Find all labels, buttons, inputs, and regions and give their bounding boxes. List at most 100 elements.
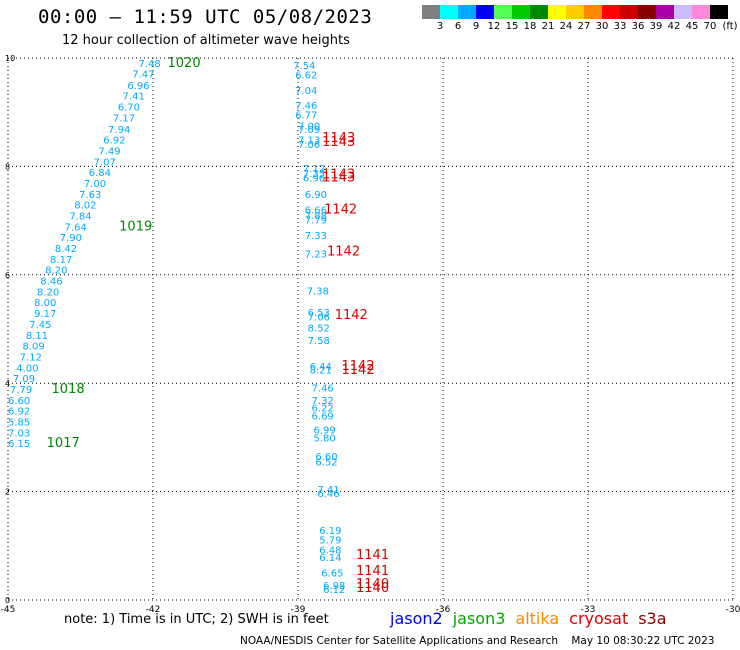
- legend-tick-label: 39: [649, 21, 663, 32]
- legend-swatch: [566, 5, 584, 19]
- wave-height-label: 7.00: [84, 179, 106, 190]
- time-label: 1142: [327, 244, 360, 259]
- legend-tick-label: 42: [667, 21, 681, 32]
- wave-height-label: 8.02: [74, 201, 96, 212]
- legend-swatch: [512, 5, 530, 19]
- y-tick-label: 2: [5, 488, 10, 497]
- footer-timestamp: May 10 08:30:22 UTC 2023: [571, 635, 715, 647]
- mission-label: s3a: [638, 609, 667, 628]
- time-label: 1142: [342, 359, 375, 374]
- wave-height-label: 6.46: [317, 489, 339, 500]
- legend-tick-label: 15: [505, 21, 519, 32]
- time-label: 1017: [47, 436, 80, 451]
- mission-label: altika: [515, 609, 560, 628]
- wave-height-label: 7.48: [139, 59, 161, 70]
- legend-tick-label: 36: [631, 21, 645, 32]
- wave-height-label: 6.62: [295, 71, 317, 82]
- wave-height-label: 6.90: [305, 190, 327, 201]
- color-scale-ticks: 3 6 9 12 15 18 21 24 27 30 33 36 39 42 45 70 (ft): [422, 21, 740, 33]
- legend-tick-label: 24: [559, 21, 573, 32]
- wave-height-label: 7.41: [317, 485, 339, 496]
- wave-height-label: 7.94: [108, 125, 130, 136]
- wave-height-label: 7.07: [94, 157, 116, 168]
- wave-height-label: 7.23: [305, 249, 327, 260]
- wave-height-label: 7.12: [303, 164, 325, 175]
- legend-tick-label: 70: [703, 21, 717, 32]
- wave-height-label: 8.11: [26, 331, 48, 342]
- legend-swatch: [638, 5, 656, 19]
- wave-height-label: 7.49: [98, 146, 120, 157]
- wave-height-label: 8.21: [310, 365, 332, 376]
- legend-swatch: [494, 5, 512, 19]
- x-tick-label: -33: [581, 605, 596, 615]
- wave-height-label: 7.03: [8, 428, 30, 439]
- wave-height-label: 8.09: [23, 342, 45, 353]
- wave-height-label: 7.79: [10, 385, 32, 396]
- wave-height-label: 7.46: [295, 101, 317, 112]
- time-label: 1019: [119, 219, 152, 234]
- y-tick-label: 6: [5, 271, 10, 280]
- time-label: 1143: [322, 171, 355, 186]
- time-label: 1142: [324, 203, 357, 218]
- wave-height-label: 6.60: [315, 452, 337, 463]
- legend-tick-label: 27: [577, 21, 591, 32]
- wave-height-label: 4.00: [16, 363, 38, 374]
- wave-height-label: 7.12: [20, 352, 42, 363]
- wave-height-label: 8.46: [40, 277, 62, 288]
- x-tick-label: -42: [146, 605, 161, 615]
- y-tick-label: 10: [5, 54, 15, 63]
- wave-height-label: 7.58: [308, 336, 330, 347]
- time-label: 1140: [356, 581, 389, 596]
- wave-height-label: 6.69: [312, 412, 334, 423]
- wave-height-label: 6.48: [319, 545, 341, 556]
- legend-tick-label: 33: [613, 21, 627, 32]
- wave-height-label: 6.19: [319, 526, 341, 537]
- legend-swatch: [548, 5, 566, 19]
- legend-swatch: [692, 5, 710, 19]
- wave-height-label: 6.70: [118, 103, 140, 114]
- wave-height-label: 6.96: [127, 81, 149, 92]
- wave-height-label: 6.22: [312, 403, 334, 414]
- wave-height-label: 8.42: [55, 244, 77, 255]
- wave-height-label: 7.45: [29, 320, 51, 331]
- time-label: 1141: [356, 548, 389, 563]
- legend-tick-label: 12: [487, 21, 501, 32]
- wave-height-label: 6.66: [305, 206, 327, 217]
- legend-swatch: [656, 5, 674, 19]
- wave-height-label: 6.77: [295, 111, 317, 122]
- legend-tick-label: (ft): [722, 21, 738, 32]
- legend-swatch: [710, 5, 728, 19]
- legend-tick-label: 45: [685, 21, 699, 32]
- legend-swatch: [530, 5, 548, 19]
- legend-tick-label: 30: [595, 21, 609, 32]
- time-label: 1143: [322, 131, 355, 146]
- wave-height-label: 7.88: [305, 211, 327, 222]
- mission-label: jason2: [390, 609, 443, 628]
- legend-swatch: [674, 5, 692, 19]
- wave-height-label: 8.20: [45, 266, 67, 277]
- x-tick-label: -36: [436, 605, 451, 615]
- y-tick-label: 8: [5, 162, 10, 171]
- wave-height-label: 7.00: [298, 122, 320, 133]
- footer: NOAA/NESDIS Center for Satellite Applica…: [240, 635, 714, 647]
- wave-height-label: 6.99: [313, 426, 335, 437]
- x-tick-label: -39: [291, 605, 306, 615]
- color-scale-legend: [422, 5, 728, 19]
- wave-height-label: 7.06: [308, 312, 330, 323]
- wave-height-label: 6.65: [321, 569, 343, 580]
- wave-height-label: 8.52: [308, 324, 330, 335]
- legend-swatch: [602, 5, 620, 19]
- wave-height-label: 7.17: [113, 113, 135, 124]
- time-label: 1020: [168, 56, 201, 71]
- x-tick-label: -45: [1, 605, 16, 615]
- legend-tick-label: 6: [454, 21, 462, 32]
- chart-subtitle: 12 hour collection of altimeter wave hei…: [62, 33, 350, 48]
- wave-height-label: 6.44: [310, 362, 332, 373]
- page-title: 00:00 — 11:59 UTC 05/08/2023: [38, 6, 373, 28]
- wave-height-label: 9.17: [34, 309, 56, 320]
- wave-height-label: 6.53: [308, 308, 330, 319]
- time-label: 1140: [356, 577, 389, 592]
- legend-tick-label: 3: [436, 21, 444, 32]
- wave-height-label: 7.06: [298, 140, 320, 151]
- y-tick-label: 4: [5, 379, 10, 388]
